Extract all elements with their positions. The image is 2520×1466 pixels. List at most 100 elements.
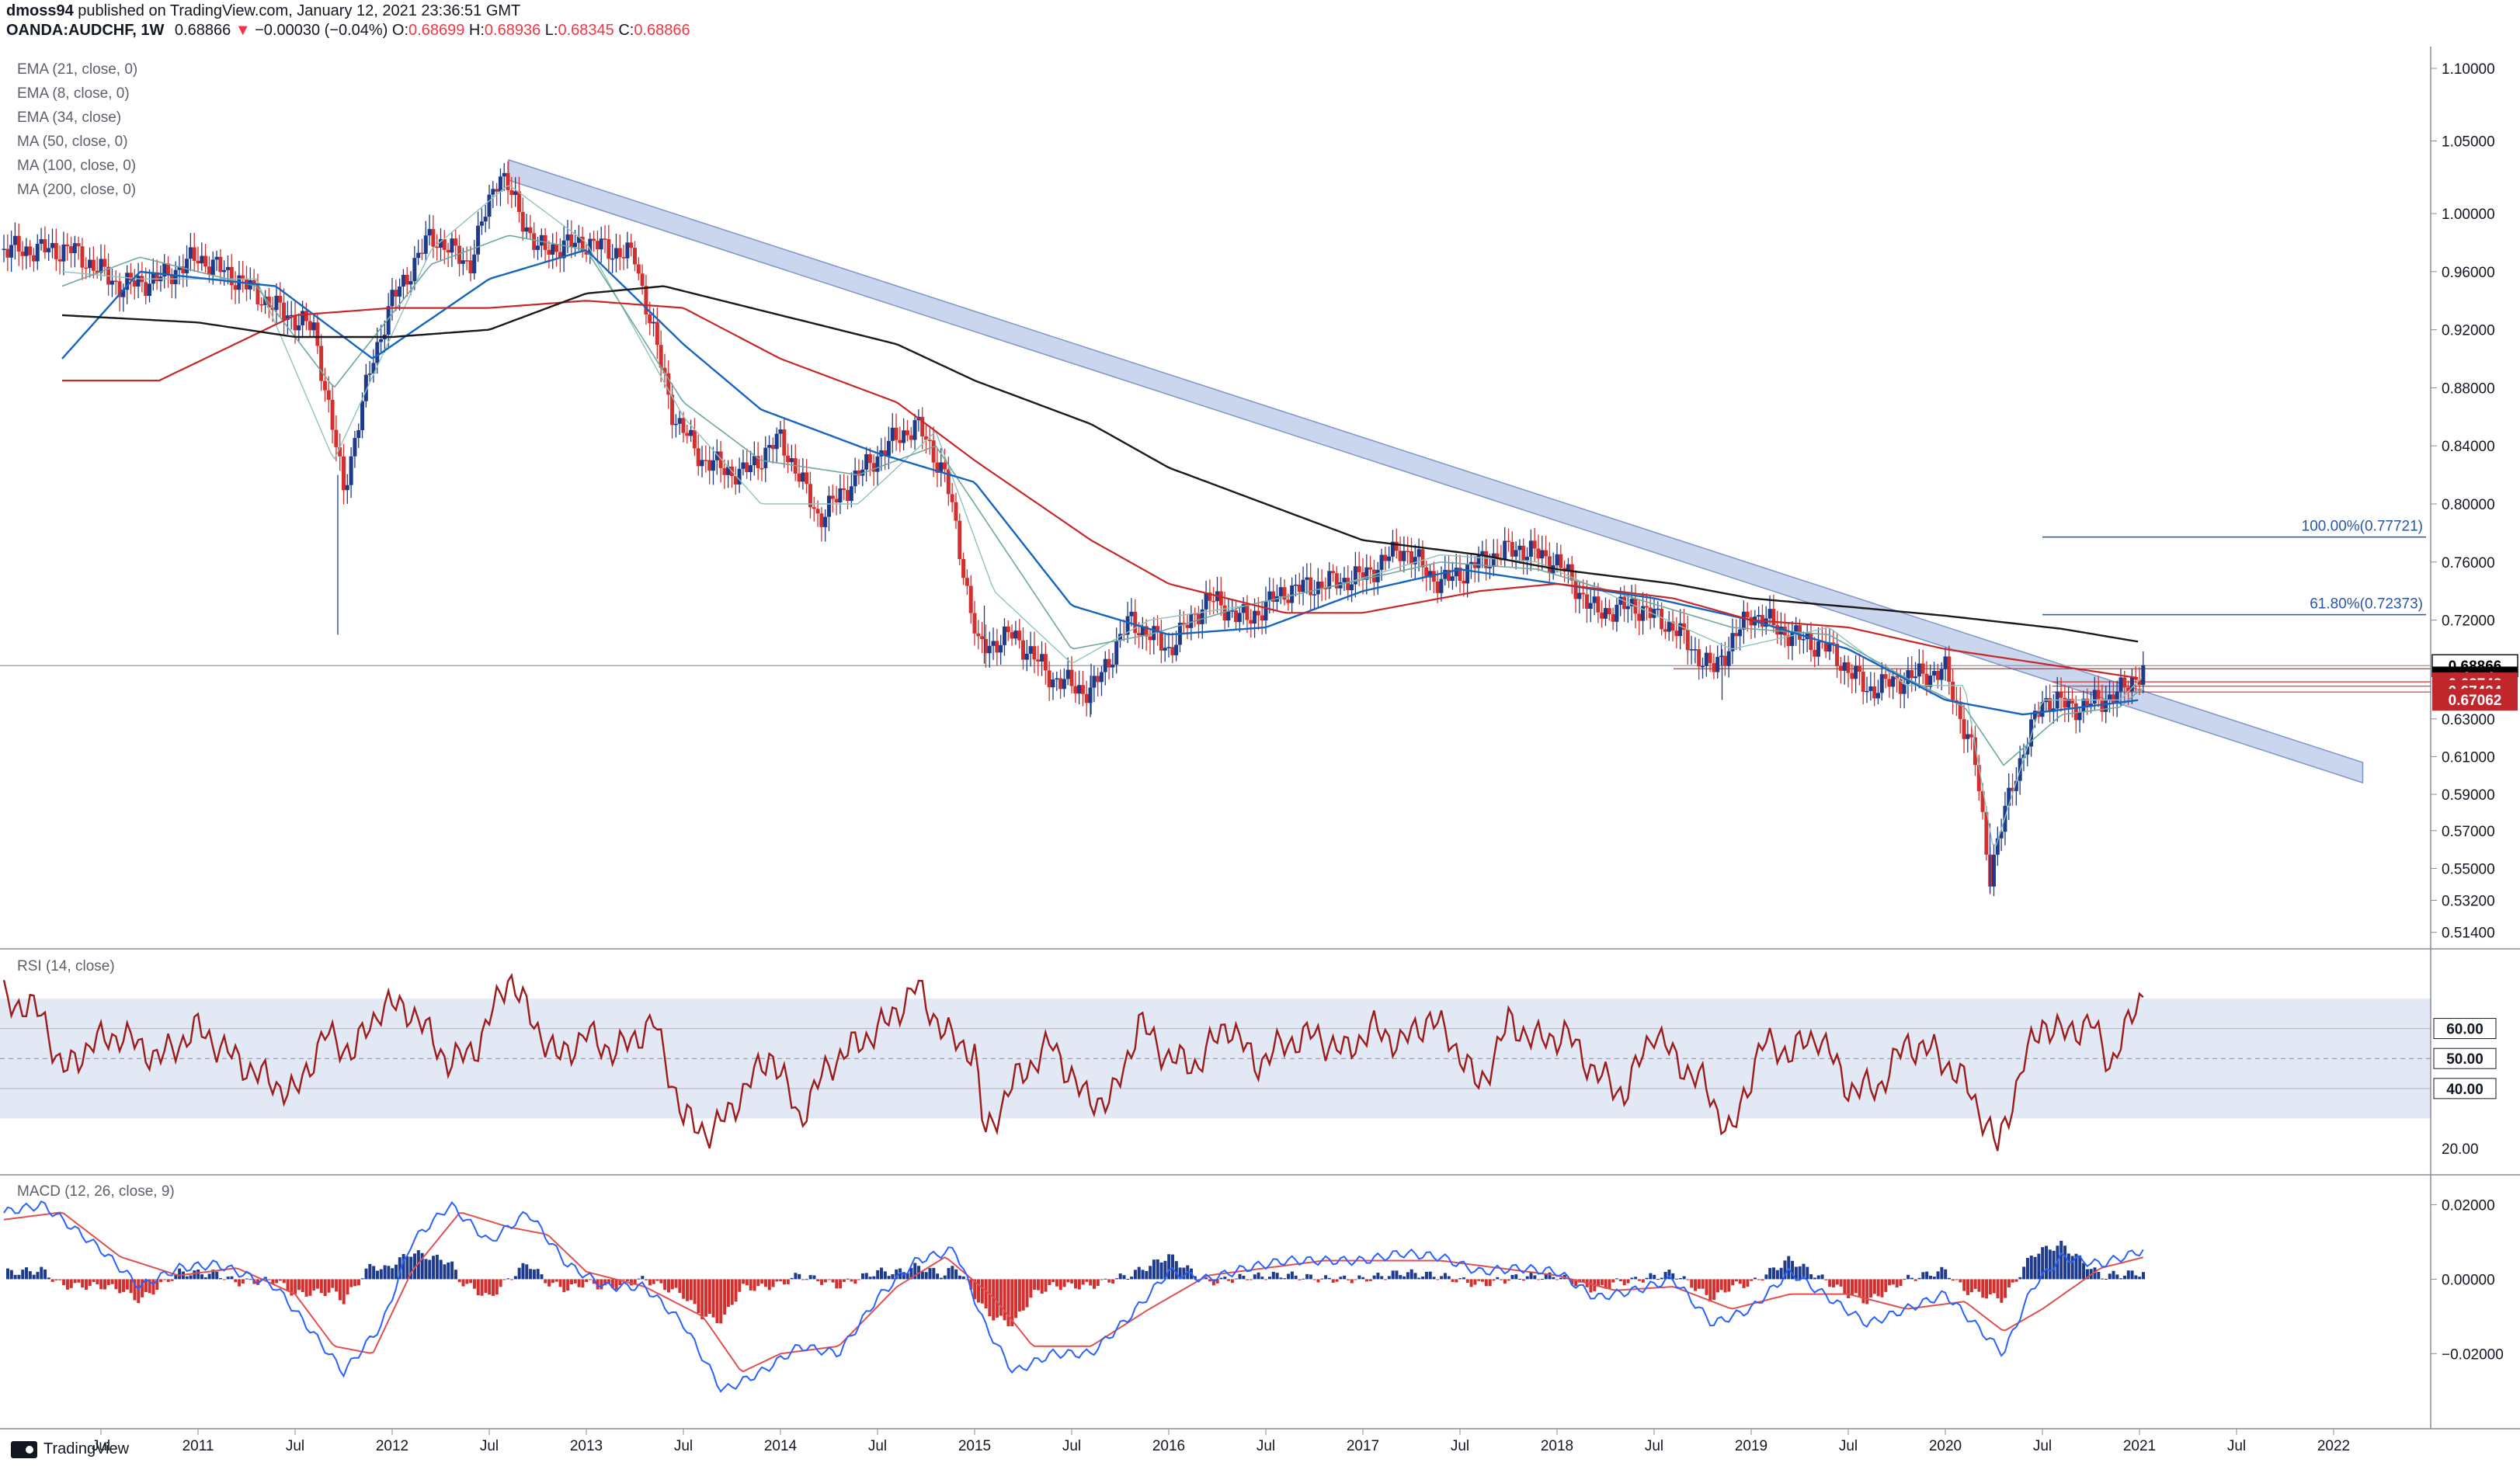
candle xyxy=(648,301,652,335)
candle xyxy=(1906,657,1910,699)
candle-body xyxy=(334,429,339,447)
macd-hist-bar xyxy=(1424,1271,1428,1280)
candle-body xyxy=(1487,567,1492,568)
macd-hist-bar xyxy=(2093,1267,2097,1280)
macd-hist-bar xyxy=(842,1279,846,1282)
candle-body xyxy=(846,490,850,502)
macd-hist-bar xyxy=(1316,1279,1320,1283)
symbol-label[interactable]: OANDA:AUDCHF, 1W xyxy=(6,22,165,39)
macd-hist-bar xyxy=(2097,1272,2101,1280)
macd-hist-bar xyxy=(902,1272,905,1280)
candle-body xyxy=(1077,685,1082,694)
candle xyxy=(1681,609,1686,644)
candle xyxy=(607,224,611,273)
candle xyxy=(965,569,969,596)
macd-hist-bar xyxy=(1521,1279,1525,1281)
candle-body xyxy=(1450,576,1455,582)
candle xyxy=(1010,624,1014,646)
candle xyxy=(912,414,917,450)
legend-ema34[interactable]: EMA (34, close) xyxy=(17,109,122,126)
tradingview-logo-icon[interactable] xyxy=(11,1440,37,1458)
candle xyxy=(958,513,962,566)
candle xyxy=(864,446,869,482)
legend-ma200[interactable]: MA (200, close, 0) xyxy=(17,182,137,198)
candle-body xyxy=(509,189,514,196)
candle-body xyxy=(875,456,880,472)
macd-hist-bar xyxy=(909,1267,913,1280)
macd-hist-bar xyxy=(812,1275,816,1280)
macd-hist-bar xyxy=(1682,1276,1686,1280)
candle-body xyxy=(282,302,287,320)
legend-ema8[interactable]: EMA (8, close, 0) xyxy=(17,85,130,102)
candle-body xyxy=(31,255,36,262)
candle-body xyxy=(181,266,186,273)
candle-body xyxy=(113,280,118,282)
macd-hist-bar xyxy=(1500,1279,1503,1280)
macd-hist-bar xyxy=(1335,1279,1339,1282)
candle xyxy=(1043,642,1048,685)
macd-hist-bar xyxy=(697,1279,700,1314)
candle-body xyxy=(1764,618,1768,627)
candle xyxy=(1230,599,1235,618)
candle-body xyxy=(1741,611,1746,630)
price-tick-label: 0.92000 xyxy=(2442,323,2495,339)
candle xyxy=(31,248,36,272)
publisher-username[interactable]: dmoss94 xyxy=(6,2,74,19)
candle xyxy=(1204,580,1208,624)
candle xyxy=(1745,602,1750,632)
macd-hist-bar xyxy=(203,1277,207,1280)
macd-hist-bar xyxy=(1925,1271,1929,1280)
macd-hist-bar xyxy=(1861,1279,1865,1304)
macd-hist-bar xyxy=(353,1279,357,1287)
candle-body xyxy=(1973,737,1977,766)
candle-body xyxy=(1024,653,1029,660)
candle-body xyxy=(2119,677,2123,692)
legend-ma100[interactable]: MA (100, close, 0) xyxy=(17,158,137,174)
legend-ema21[interactable]: EMA (21, close, 0) xyxy=(17,61,138,78)
candle xyxy=(99,244,103,281)
candle xyxy=(1813,637,1817,668)
candle-body xyxy=(1416,549,1421,558)
macd-title[interactable]: MACD (12, 26, close, 9) xyxy=(17,1183,175,1200)
footer-brand[interactable]: TradingView xyxy=(43,1440,130,1457)
candle-body xyxy=(1163,648,1167,651)
macd-hist-bar xyxy=(297,1279,301,1291)
macd-hist-bar xyxy=(2063,1245,2067,1280)
macd-hist-bar xyxy=(1339,1277,1343,1280)
candle xyxy=(561,226,566,273)
candle xyxy=(968,575,973,624)
macd-hist-bar xyxy=(476,1279,480,1296)
candle-body xyxy=(871,463,876,472)
legend-ma50[interactable]: MA (50, close, 0) xyxy=(17,134,128,150)
macd-hist-bar xyxy=(170,1279,174,1281)
candle-body xyxy=(379,339,384,342)
candle-body xyxy=(2115,691,2119,703)
candle xyxy=(763,436,768,482)
candle xyxy=(1353,551,1357,598)
candle-body xyxy=(636,264,641,274)
macd-hist-bar xyxy=(1888,1279,1892,1286)
candle-body xyxy=(1387,556,1392,561)
macd-hist-bar xyxy=(1167,1254,1171,1280)
candle-body xyxy=(1196,613,1201,624)
candle-body xyxy=(1043,654,1048,671)
candle-body xyxy=(617,248,622,258)
candle-body xyxy=(2007,787,2011,806)
candle xyxy=(203,244,208,273)
macd-hist-bar xyxy=(1275,1273,1279,1280)
candle-body xyxy=(659,345,663,368)
macd-hist-bar xyxy=(1529,1272,1533,1280)
candle-body xyxy=(1917,663,1921,677)
candle-body xyxy=(1282,587,1287,600)
candle xyxy=(1738,617,1743,651)
macd-hist-bar xyxy=(1843,1279,1847,1294)
candle-body xyxy=(692,429,697,449)
candle-body xyxy=(588,238,593,255)
rsi-title[interactable]: RSI (14, close) xyxy=(17,958,115,974)
macd-hist-bar xyxy=(1876,1279,1880,1297)
macd-hist-bar xyxy=(1126,1278,1130,1280)
macd-hist-bar xyxy=(1376,1273,1380,1280)
macd-hist-bar xyxy=(1589,1279,1593,1293)
candle-body xyxy=(1364,567,1369,580)
